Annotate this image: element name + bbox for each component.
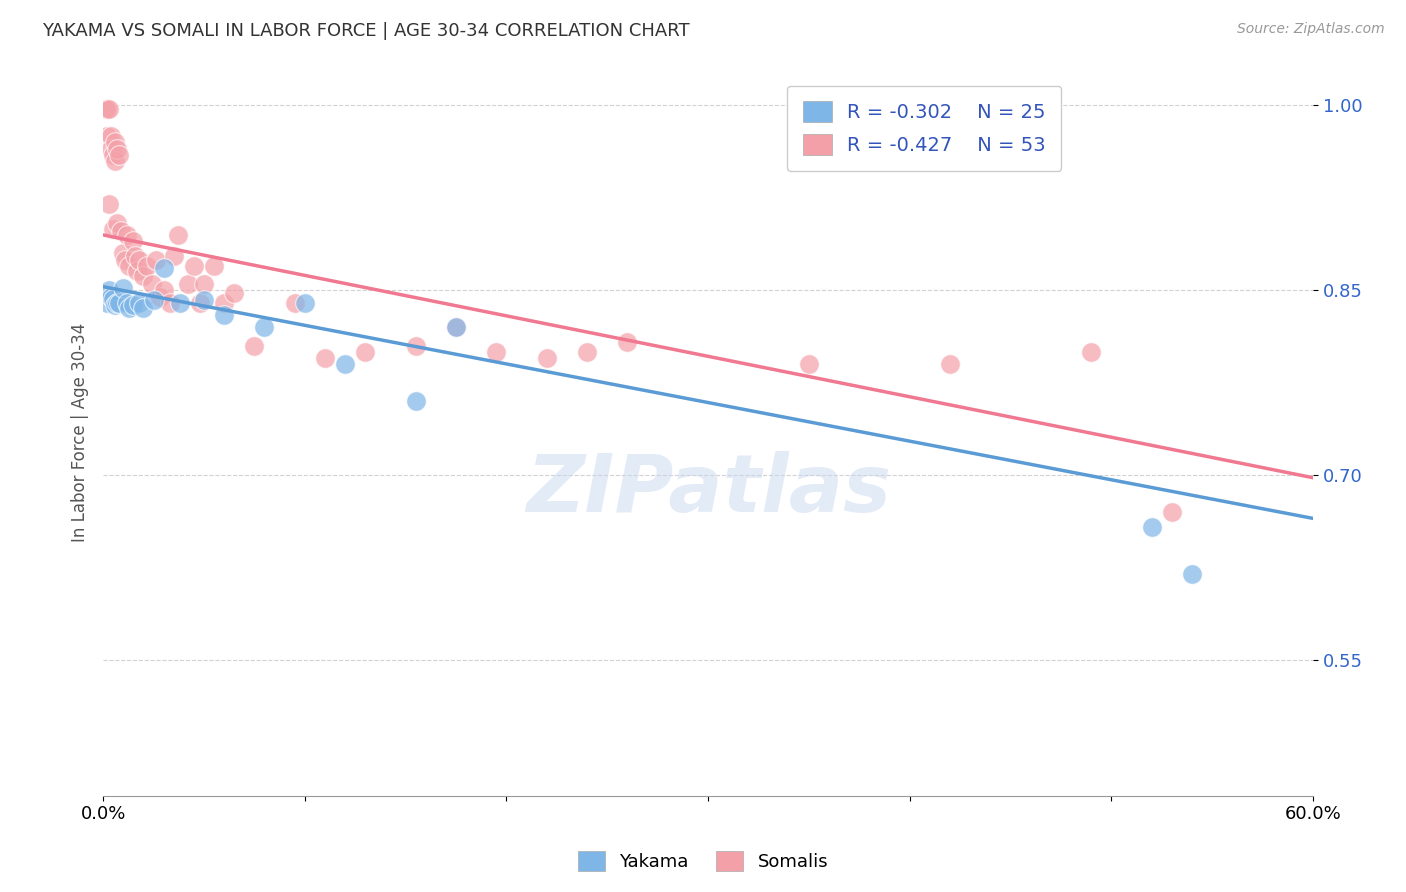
Point (1181, 566, 1204, 581)
Point (100, 129, 122, 144)
Point (118, 259, 141, 273)
Point (536, 351, 558, 366)
Point (141, 277, 163, 292)
Text: Source: ZipAtlas.com: Source: ZipAtlas.com (1237, 22, 1385, 37)
Point (616, 335, 638, 350)
Point (166, 227, 188, 242)
Point (797, 357, 820, 371)
Point (103, 221, 125, 235)
Point (103, 148, 125, 162)
Point (212, 295, 235, 310)
Point (112, 281, 135, 295)
Point (98, 102, 121, 116)
Point (333, 357, 356, 371)
Point (127, 263, 149, 277)
Point (576, 345, 599, 359)
Point (105, 295, 128, 310)
Point (243, 339, 266, 353)
Legend: R = -0.302    N = 25, R = -0.427    N = 53: R = -0.302 N = 25, R = -0.427 N = 53 (787, 86, 1062, 170)
Point (112, 246, 135, 260)
Point (124, 249, 146, 263)
Point (314, 351, 336, 366)
Point (132, 301, 155, 315)
Point (98, 284, 121, 298)
Legend: Yakama, Somalis: Yakama, Somalis (571, 844, 835, 879)
Point (159, 295, 181, 310)
Point (224, 285, 246, 300)
Point (96, 129, 118, 144)
Point (444, 320, 467, 334)
Point (114, 252, 136, 267)
Text: ZIPatlas: ZIPatlas (526, 451, 890, 529)
Point (163, 249, 186, 263)
Point (169, 295, 191, 310)
Point (104, 153, 127, 168)
Point (177, 277, 200, 292)
Point (145, 252, 167, 267)
Point (94, 102, 117, 116)
Point (405, 394, 427, 409)
Point (193, 293, 215, 308)
Point (118, 301, 141, 315)
Point (100, 289, 122, 303)
Point (104, 136, 127, 150)
Point (149, 289, 172, 303)
Point (444, 320, 467, 334)
Point (294, 295, 316, 310)
Point (284, 295, 307, 310)
Point (128, 252, 150, 267)
Point (105, 216, 128, 230)
Point (136, 259, 159, 273)
Point (202, 259, 225, 273)
Point (103, 292, 125, 306)
Point (132, 268, 155, 283)
Point (1140, 520, 1163, 534)
Point (108, 295, 131, 310)
Point (1080, 345, 1102, 359)
Point (253, 320, 276, 334)
Point (188, 295, 211, 310)
Point (193, 277, 215, 292)
Point (405, 339, 427, 353)
Point (117, 295, 139, 310)
Point (96, 102, 118, 116)
Point (128, 295, 150, 310)
Point (122, 298, 145, 312)
Point (110, 224, 132, 238)
Point (122, 234, 145, 248)
Point (183, 259, 205, 273)
Point (117, 227, 139, 242)
Point (939, 357, 962, 371)
Point (108, 148, 131, 162)
Point (98, 197, 121, 211)
Point (96, 295, 118, 310)
Y-axis label: In Labor Force | Age 30-34: In Labor Force | Age 30-34 (72, 323, 89, 541)
Point (142, 293, 165, 308)
Point (100, 142, 122, 156)
Point (354, 345, 377, 359)
Text: YAKAMA VS SOMALI IN LABOR FORCE | AGE 30-34 CORRELATION CHART: YAKAMA VS SOMALI IN LABOR FORCE | AGE 30… (42, 22, 690, 40)
Point (152, 261, 174, 276)
Point (1161, 505, 1184, 519)
Point (485, 345, 508, 359)
Point (212, 308, 235, 322)
Point (105, 142, 128, 156)
Point (104, 298, 127, 312)
Point (152, 284, 174, 298)
